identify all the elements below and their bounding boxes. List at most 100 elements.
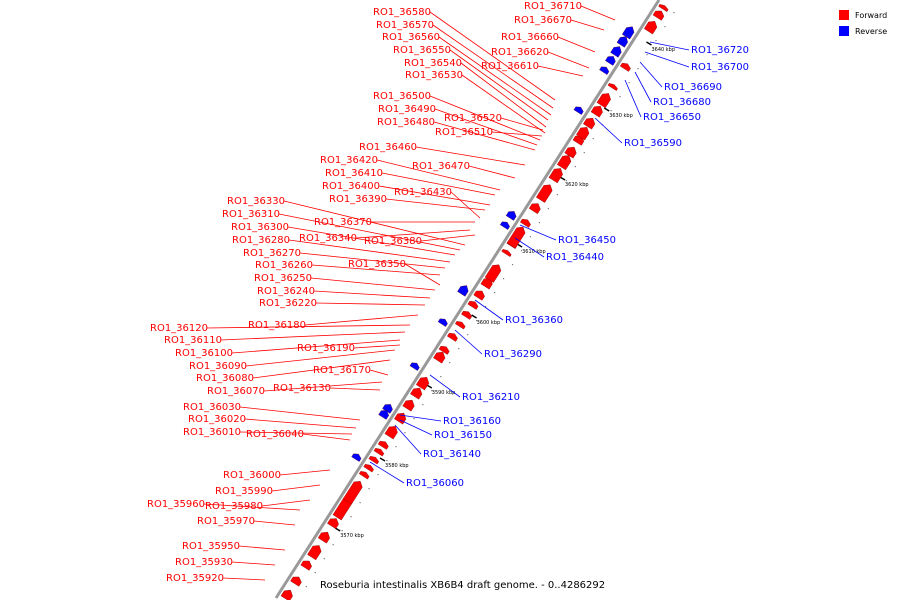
reverse-gene-label: RO1_36650: [643, 112, 701, 123]
forward-gene-label: RO1_35930: [175, 557, 233, 568]
scale-dot: [628, 82, 630, 84]
reverse-gene-block: [499, 221, 510, 230]
forward-gene-label: RO1_36610: [481, 61, 539, 72]
forward-gene-block: [564, 146, 577, 159]
reverse-gene-block: [599, 66, 610, 75]
scale-dot: [511, 264, 514, 266]
forward-leader-line: [429, 95, 541, 141]
forward-gene-label: RO1_36080: [196, 373, 254, 384]
reverse-leader-line: [369, 461, 405, 484]
forward-gene-label: RO1_36390: [329, 194, 387, 205]
reverse-leader-line: [514, 237, 545, 258]
forward-gene-label: RO1_36410: [325, 168, 383, 179]
scale-dot: [493, 292, 496, 294]
scale-dot: [440, 376, 442, 378]
forward-gene-block: [652, 10, 665, 21]
forward-leader-line: [252, 359, 391, 379]
forward-leader-line: [238, 545, 286, 551]
forward-leader-line: [376, 159, 501, 191]
scale-tick: [471, 314, 477, 319]
scale-tick: [603, 107, 610, 112]
scale-dot: [413, 418, 415, 420]
forward-gene-label: RO1_36120: [150, 323, 208, 334]
forward-gene-block: [467, 300, 479, 310]
scale-dot: [574, 166, 576, 168]
scale-dot: [583, 152, 585, 154]
forward-gene-block: [528, 203, 541, 215]
forward-leader-line: [450, 191, 481, 219]
forward-gene-label: RO1_35920: [166, 573, 224, 584]
scale-dot: [350, 516, 352, 518]
reverse-gene-labels: RO1_36720 RO1_36700 RO1_36690 RO1_36680 RO1_…: [406, 45, 749, 489]
forward-gene-label: RO1_36670: [514, 15, 572, 26]
forward-gene-label: RO1_36110: [164, 335, 222, 346]
forward-gene-block: [501, 249, 512, 257]
forward-gene-label: RO1_36090: [189, 361, 247, 372]
forward-gene-label: RO1_36070: [207, 386, 265, 397]
forward-leader-line: [310, 277, 436, 291]
scale-dot: [476, 320, 478, 322]
scale-dot: [377, 474, 379, 476]
forward-gene-block: [373, 448, 385, 457]
forward-leader-line: [304, 314, 419, 326]
scale-dot: [529, 236, 532, 238]
forward-gene-label: RO1_36030: [183, 402, 241, 413]
legend: Forward Reverse: [839, 10, 887, 36]
legend-reverse-swatch: [839, 26, 849, 36]
reverse-gene-label: RO1_36700: [691, 62, 749, 73]
forward-gene-label: RO1_36430: [394, 187, 452, 198]
forward-leader-line: [222, 577, 266, 581]
forward-leader-line: [434, 108, 538, 146]
scale-tick-label: 3590 kbp: [432, 390, 456, 396]
forward-gene-label: RO1_36470: [412, 161, 470, 172]
forward-leader-line: [438, 36, 552, 116]
forward-gene-block: [384, 426, 398, 440]
reverse-leader-lines: [369, 41, 690, 484]
forward-gene-label: RO1_36530: [405, 70, 463, 81]
reverse-gene-block: [457, 285, 469, 297]
forward-leader-line: [239, 431, 353, 435]
forward-gene-block: [327, 518, 339, 530]
forward-leader-line: [283, 200, 466, 246]
forward-gene-label: RO1_36300: [231, 222, 289, 233]
scale-dot: [341, 530, 343, 532]
scale-dot: [323, 558, 325, 560]
scale-dot: [610, 110, 612, 112]
scale-dot: [646, 54, 648, 56]
forward-gene-block: [363, 464, 374, 473]
forward-gene-block: [402, 399, 415, 412]
forward-leader-line: [279, 469, 331, 476]
forward-gene-block: [415, 377, 430, 391]
reverse-gene-label: RO1_36360: [505, 315, 563, 326]
forward-leader-line: [271, 484, 321, 492]
reverse-leader-line: [399, 414, 442, 422]
genome-caption: Roseburia intestinalis XB6B4 draft genom…: [320, 580, 605, 591]
forward-gene-block: [548, 168, 563, 184]
reverse-leader-line: [639, 61, 663, 88]
reverse-gene-label: RO1_36140: [423, 449, 481, 460]
forward-gene-label: RO1_36710: [524, 1, 582, 12]
forward-gene-block: [536, 184, 553, 203]
scale-dot: [592, 138, 594, 140]
forward-gene-block: [377, 440, 389, 450]
scale-tick-label: 3630 kbp: [609, 113, 633, 119]
forward-gene-label: RO1_36660: [501, 32, 559, 43]
scale-tick-label: 3620 kbp: [565, 182, 589, 188]
forward-gene-block: [461, 310, 472, 320]
reverse-leader-line: [634, 71, 652, 103]
reverse-gene-label: RO1_36150: [434, 430, 492, 441]
forward-gene-label: RO1_36370: [314, 217, 372, 228]
forward-gene-label: RO1_36350: [348, 259, 406, 270]
scale-dot: [485, 306, 487, 308]
reverse-gene-block: [573, 106, 584, 115]
forward-gene-label: RO1_36190: [297, 343, 355, 354]
reverse-gene-blocks: [351, 26, 635, 462]
forward-leader-line: [557, 36, 596, 53]
forward-leader-line: [261, 499, 311, 507]
forward-gene-label: RO1_36280: [232, 235, 290, 246]
forward-gene-block: [358, 471, 370, 480]
forward-leader-line: [263, 381, 383, 392]
forward-gene-label: RO1_36380: [364, 236, 422, 247]
reverse-gene-block: [505, 211, 517, 221]
forward-gene-label: RO1_36340: [299, 233, 357, 244]
